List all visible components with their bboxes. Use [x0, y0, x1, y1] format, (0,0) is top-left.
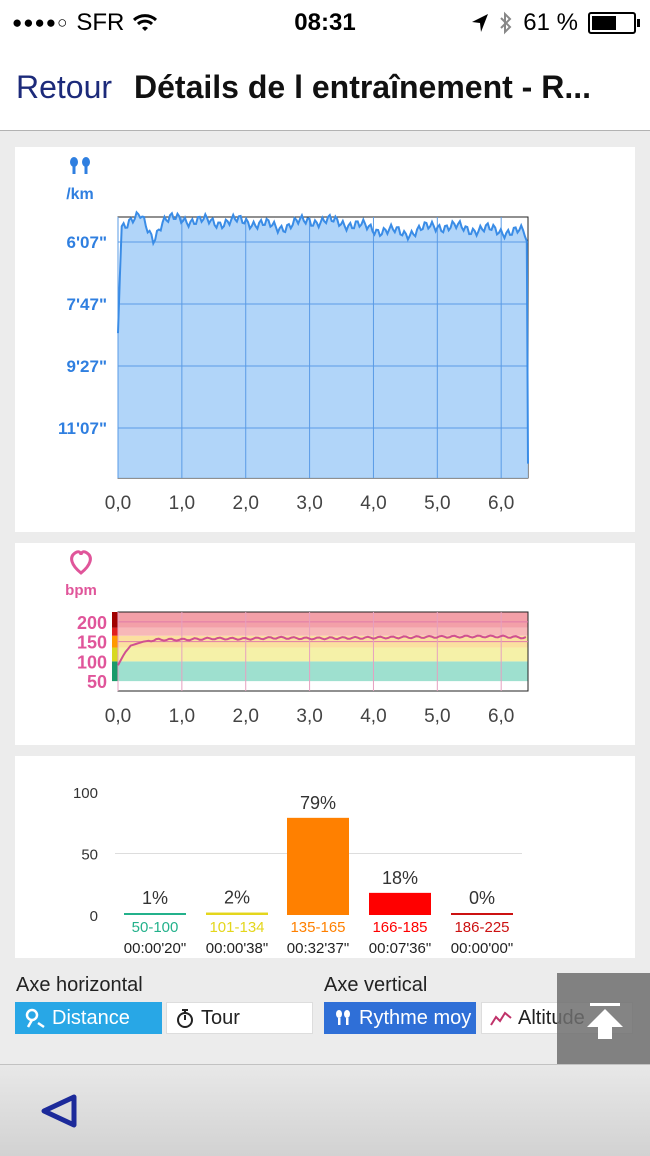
- pace-x-tick: 4,0: [360, 493, 386, 514]
- pace-unit: /km: [66, 186, 94, 203]
- scroll-top-icon: [587, 1003, 623, 1039]
- zone-duration: 00:00'38": [206, 940, 268, 957]
- pace-x-tick: 5,0: [424, 493, 450, 514]
- distance-toggle[interactable]: Distance: [15, 1002, 162, 1034]
- pace-small-icon: [336, 1010, 350, 1025]
- zone-y-tick: 50: [81, 847, 98, 864]
- zones-chart: 100 50 0 1% 50-100 00:00'20" 2% 101-134 00:00'3…: [73, 785, 522, 957]
- hr-zone-marker: [112, 635, 118, 648]
- zone-bar-value: 18%: [382, 868, 418, 888]
- pace-y-tick: 7'47": [67, 295, 107, 314]
- pace-x-tick: 3,0: [296, 493, 322, 514]
- pace-label: Rythme moy: [359, 1006, 472, 1029]
- hr-zone-marker: [112, 612, 118, 628]
- zone-bar-value: 1%: [142, 888, 168, 908]
- zones-chart-panel: 100 50 0 1% 50-100 00:00'20" 2% 101-134 00:00'3…: [15, 756, 635, 958]
- pace-area: [118, 212, 528, 479]
- zone-duration: 00:32'37": [287, 940, 349, 957]
- distance-icon: [25, 1008, 45, 1029]
- pace-line: [117, 210, 529, 464]
- zone-bar-value: 79%: [300, 793, 336, 813]
- zone-bar: [124, 913, 186, 915]
- zone-duration: 00:00'00": [451, 940, 513, 957]
- horizontal-axis-title: Axe horizontal: [16, 974, 143, 996]
- zone-bar-value: 0%: [469, 888, 495, 908]
- zone-bar: [206, 912, 268, 915]
- hr-zone-marker: [112, 627, 118, 636]
- altitude-icon: [490, 1011, 512, 1026]
- pace-icon: [70, 157, 90, 174]
- zone-y-tick: 100: [73, 785, 98, 802]
- back-triangle-icon[interactable]: [30, 1081, 90, 1141]
- zone-category: 166-185: [372, 919, 427, 936]
- lap-toggle[interactable]: Tour: [166, 1002, 313, 1034]
- hr-zone-band: [118, 627, 528, 636]
- pace-x-tick: 6,0: [488, 493, 514, 514]
- carrier: SFR: [76, 9, 125, 36]
- hr-x-tick: 6,0: [488, 706, 514, 727]
- page-title: Détails de l entraînement - R...: [134, 69, 591, 105]
- zone-category: 135-165: [290, 919, 345, 936]
- hr-line: [117, 634, 527, 666]
- pace-y-tick: 6'07": [67, 233, 107, 252]
- hr-zone-marker: [112, 661, 118, 682]
- scroll-to-top-button[interactable]: [557, 973, 650, 1064]
- status-bar: ●●●●○ SFR 08:31 61 %: [0, 0, 650, 44]
- pace-toggle[interactable]: Rythme moy: [324, 1002, 476, 1034]
- hr-zone-band: [118, 661, 528, 682]
- signal-strength: ●●●●○: [12, 13, 69, 32]
- pace-x-tick: 0,0: [105, 493, 131, 514]
- hr-y-tick: 50: [87, 672, 107, 692]
- hr-y-tick: 200: [77, 613, 107, 633]
- hr-chart-panel: bpm 200 150 100 50 0,0 1,0 2,0 3,0 4,0 5,0 6,0: [15, 543, 635, 745]
- hr-y-tick: 150: [77, 633, 107, 653]
- hr-x-tick: 5,0: [424, 706, 450, 727]
- hr-zone-band: [118, 647, 528, 662]
- hr-x-tick: 0,0: [105, 706, 131, 727]
- bluetooth-icon: [500, 11, 512, 35]
- hr-x-tick: 2,0: [233, 706, 259, 727]
- vertical-axis-title: Axe vertical: [324, 974, 428, 996]
- bottom-toolbar: [0, 1064, 650, 1156]
- zone-bar: [287, 817, 349, 915]
- zone-duration: 00:07'36": [369, 940, 431, 957]
- pace-y-tick: 9'27": [67, 357, 107, 376]
- zone-bar: [451, 913, 513, 915]
- hr-x-tick: 4,0: [360, 706, 386, 727]
- hr-y-tick: 100: [77, 652, 107, 672]
- zone-duration: 00:00'20": [124, 940, 186, 957]
- axis-controls: Axe horizontal Axe vertical Distance Tou…: [0, 960, 650, 1060]
- battery-fill: [592, 16, 617, 30]
- battery-icon: [588, 12, 640, 34]
- zone-category: 101-134: [209, 919, 264, 936]
- battery-percent: 61 %: [523, 9, 578, 36]
- stopwatch-icon: [177, 1009, 193, 1028]
- clock: 08:31: [294, 9, 356, 36]
- lap-label: Tour: [201, 1006, 240, 1029]
- pace-x-tick: 1,0: [169, 493, 195, 514]
- pace-chart-panel: /km 6'07" 7'47" 9'27" 11'07" 0,0 1,0 2,0 3,0 4,…: [15, 147, 635, 532]
- pace-chart: /km 6'07" 7'47" 9'27" 11'07" 0,0 1,0 2,0 3,0 4,…: [58, 157, 529, 514]
- wifi-icon: [133, 14, 158, 31]
- hr-x-tick: 1,0: [169, 706, 195, 727]
- hr-zone-marker: [112, 647, 118, 662]
- location-icon: [472, 14, 489, 32]
- hr-zone-band: [118, 612, 528, 628]
- zone-bar-value: 2%: [224, 888, 250, 908]
- hr-unit: bpm: [65, 582, 97, 599]
- zone-category: 50-100: [132, 919, 179, 936]
- distance-label: Distance: [52, 1006, 130, 1029]
- pace-y-tick: 11'07": [58, 419, 107, 438]
- heart-icon: [70, 550, 92, 575]
- zone-category: 186-225: [454, 919, 509, 936]
- zone-bar: [369, 892, 431, 915]
- zone-y-tick: 0: [90, 908, 98, 925]
- hr-x-tick: 3,0: [296, 706, 322, 727]
- pace-x-tick: 2,0: [233, 493, 259, 514]
- back-button[interactable]: Retour: [16, 69, 113, 105]
- nav-bar: Retour Détails de l entraînement - R...: [0, 44, 650, 131]
